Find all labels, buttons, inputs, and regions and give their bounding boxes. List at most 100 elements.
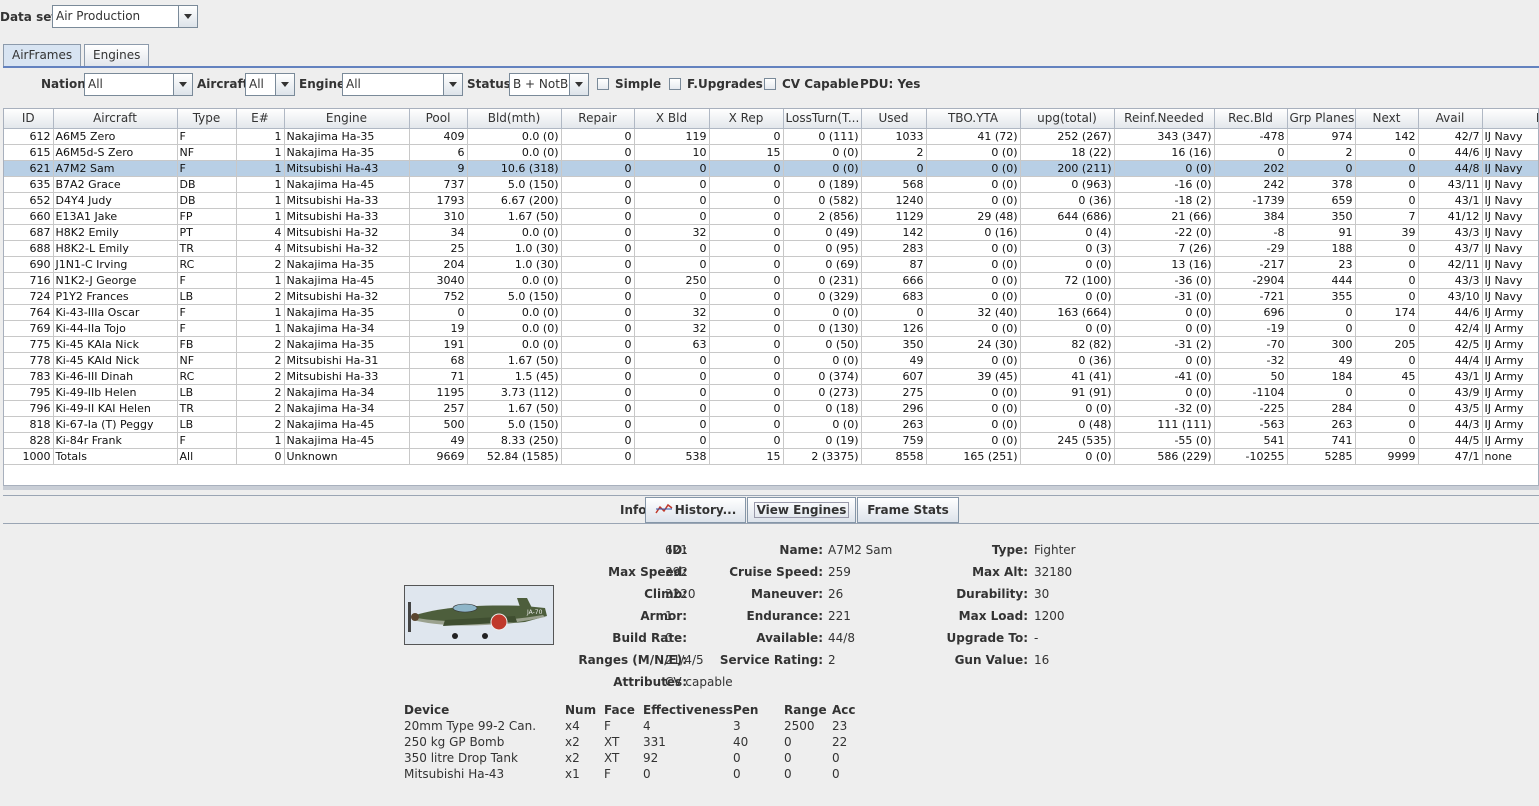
tab-airframes[interactable]: AirFrames [3, 44, 82, 67]
table-row[interactable]: 818 Ki-67-Ia (T) Peggy LB 2 Nakajima Ha-45 50… [4, 416, 1538, 433]
engine-select[interactable]: All [342, 73, 463, 96]
column-header[interactable]: ID [4, 109, 54, 129]
table-row[interactable]: 775 Ki-45 KAIa Nick FB 2 Nakajima Ha-35 191 0.… [4, 336, 1538, 353]
nation-select[interactable]: All [84, 73, 193, 96]
cvcapable-checkbox[interactable]: CV Capable [764, 77, 859, 91]
table-cell: 2 (856) [783, 208, 862, 225]
column-header[interactable]: Used [861, 109, 927, 129]
table-row[interactable]: 828 Ki-84r Frank F 1 Nakajima Ha-45 49 8.33 (2… [4, 432, 1538, 449]
table-row[interactable]: 687 H8K2 Emily PT 4 Mitsubishi Ha-32 34 0.0 (0… [4, 224, 1538, 241]
table-cell: 1.67 (50) [467, 208, 562, 225]
chevron-down-icon[interactable] [178, 6, 197, 27]
table-cell: 0 [561, 368, 635, 385]
table-cell: 5285 [1287, 448, 1356, 465]
column-header[interactable]: LossTurn(T... [783, 109, 862, 129]
column-header[interactable]: Next [1355, 109, 1419, 129]
chevron-down-icon[interactable] [275, 74, 294, 95]
table-row[interactable]: 769 Ki-44-IIa Tojo F 1 Nakajima Ha-34 19 0.0 (… [4, 320, 1538, 337]
dataset-select[interactable]: Air Production [52, 5, 198, 28]
table-cell: IJ Army [1482, 432, 1538, 449]
table-row[interactable]: 724 P1Y2 Frances LB 2 Mitsubishi Ha-32 752 5.0… [4, 288, 1538, 305]
table-cell: 1033 [861, 128, 927, 145]
table-row[interactable]: 615 A6M5d-S Zero NF 1 Nakajima Ha-35 6 0.0 (0)… [4, 144, 1538, 161]
devices-header: Num [565, 703, 597, 717]
airframes-table[interactable]: ID Aircraft Type E# Engine Pool Bld(mth) Repair… [3, 108, 1539, 486]
table-body: 612 A6M5 Zero F 1 Nakajima Ha-35 409 0.0 (0) 0 1… [4, 128, 1538, 465]
devices-header: Device [404, 703, 450, 717]
table-row[interactable]: 795 Ki-49-IIb Helen LB 2 Nakajima Ha-34 1195 3… [4, 384, 1538, 401]
airframes-grid[interactable]: ID Aircraft Type E# Engine Pool Bld(mth) Repair… [4, 109, 1538, 465]
table-cell: 2 [236, 352, 285, 369]
chevron-down-icon[interactable] [569, 74, 588, 95]
history-button[interactable]: History... [645, 497, 746, 523]
horizontal-scrollbar[interactable] [3, 486, 1539, 490]
checkbox-icon[interactable] [597, 78, 609, 90]
table-row[interactable]: 612 A6M5 Zero F 1 Nakajima Ha-35 409 0.0 (0) 0 1… [4, 128, 1538, 145]
table-cell: 775 [4, 336, 54, 353]
devices-cell: x2 [565, 735, 580, 749]
table-cell: 284 [1287, 400, 1356, 417]
column-header[interactable]: Repair [561, 109, 635, 129]
table-cell: 0 [1355, 288, 1419, 305]
table-row[interactable]: 635 B7A2 Grace DB 1 Nakajima Ha-45 737 5.0 (15… [4, 176, 1538, 193]
table-cell: 1 [236, 176, 285, 193]
column-header[interactable]: Na [1482, 109, 1538, 129]
column-header[interactable]: Pool [409, 109, 468, 129]
table-cell: 0 [236, 448, 285, 465]
chevron-down-icon[interactable] [443, 74, 462, 95]
aircraft-select[interactable]: All [245, 73, 295, 96]
table-cell: -29 [1214, 240, 1288, 257]
column-header[interactable]: Rec.Bld [1214, 109, 1288, 129]
table-row[interactable]: 796 Ki-49-II KAI Helen TR 2 Nakajima Ha-34 25… [4, 400, 1538, 417]
tab-engines[interactable]: Engines [84, 44, 150, 66]
table-cell: J1N1-C Irving [53, 256, 178, 273]
table-row[interactable]: 621 A7M2 Sam F 1 Mitsubishi Ha-43 9 10.6 (318)… [4, 160, 1538, 177]
table-row[interactable]: 652 D4Y4 Judy DB 1 Mitsubishi Ha-33 1793 6.67 … [4, 192, 1538, 209]
table-cell: 188 [1287, 240, 1356, 257]
table-row[interactable]: 660 E13A1 Jake FP 1 Mitsubishi Ha-33 310 1.67 … [4, 208, 1538, 225]
table-row[interactable]: 764 Ki-43-IIIa Oscar F 1 Nakajima Ha-35 0 0.0 … [4, 304, 1538, 321]
table-cell: 87 [861, 256, 927, 273]
frame-stats-button[interactable]: Frame Stats [857, 497, 959, 523]
column-header[interactable]: Grp Planes [1287, 109, 1356, 129]
column-header[interactable]: TBO.YTA [926, 109, 1021, 129]
table-cell: Unknown [284, 448, 410, 465]
simple-checkbox[interactable]: Simple [597, 77, 661, 91]
table-cell: 0 [709, 320, 784, 337]
column-header[interactable]: Type [177, 109, 237, 129]
column-header[interactable]: Bld(mth) [467, 109, 562, 129]
table-cell: 0 [561, 128, 635, 145]
checkbox-icon[interactable] [764, 78, 776, 90]
chevron-down-icon[interactable] [173, 74, 192, 95]
table-cell: Mitsubishi Ha-32 [284, 240, 410, 257]
table-row[interactable]: 690 J1N1-C Irving RC 2 Nakajima Ha-35 204 1.0 … [4, 256, 1538, 273]
table-row[interactable]: 1000 Totals All 0 Unknown 9669 52.84 (1585) 0 53… [4, 448, 1538, 465]
fupgrades-checkbox[interactable]: F.Upgrades [669, 77, 763, 91]
table-cell: 660 [4, 208, 54, 225]
table-cell: 9999 [1355, 448, 1419, 465]
view-engines-button[interactable]: View Engines [747, 497, 856, 523]
table-cell: 696 [1214, 304, 1288, 321]
checkbox-icon[interactable] [669, 78, 681, 90]
column-header[interactable]: Aircraft [53, 109, 178, 129]
table-cell: Nakajima Ha-35 [284, 304, 410, 321]
status-select[interactable]: B + NotB [509, 73, 589, 96]
column-header[interactable]: E# [236, 109, 285, 129]
table-cell: 666 [861, 272, 927, 289]
service-rating-label: Service Rating: [719, 653, 823, 667]
column-header[interactable]: X Bld [634, 109, 710, 129]
table-row[interactable]: 778 Ki-45 KAId Nick NF 2 Mitsubishi Ha-31 68 1… [4, 352, 1538, 369]
column-header[interactable]: upg(total) [1020, 109, 1115, 129]
table-row[interactable]: 716 N1K2-J George F 1 Nakajima Ha-45 3040 0.0 … [4, 272, 1538, 289]
column-header[interactable]: Avail [1418, 109, 1483, 129]
column-header[interactable]: Engine [284, 109, 410, 129]
table-cell: 759 [861, 432, 927, 449]
table-cell: 63 [634, 336, 710, 353]
table-cell: 44/5 [1418, 432, 1483, 449]
column-header[interactable]: Reinf.Needed [1114, 109, 1215, 129]
table-cell: 43/7 [1418, 240, 1483, 257]
column-header[interactable]: X Rep [709, 109, 784, 129]
table-row[interactable]: 688 H8K2-L Emily TR 4 Mitsubishi Ha-32 25 1.0 … [4, 240, 1538, 257]
table-row[interactable]: 783 Ki-46-III Dinah RC 2 Mitsubishi Ha-33 71 1… [4, 368, 1538, 385]
type-value: Fighter [1034, 543, 1076, 557]
